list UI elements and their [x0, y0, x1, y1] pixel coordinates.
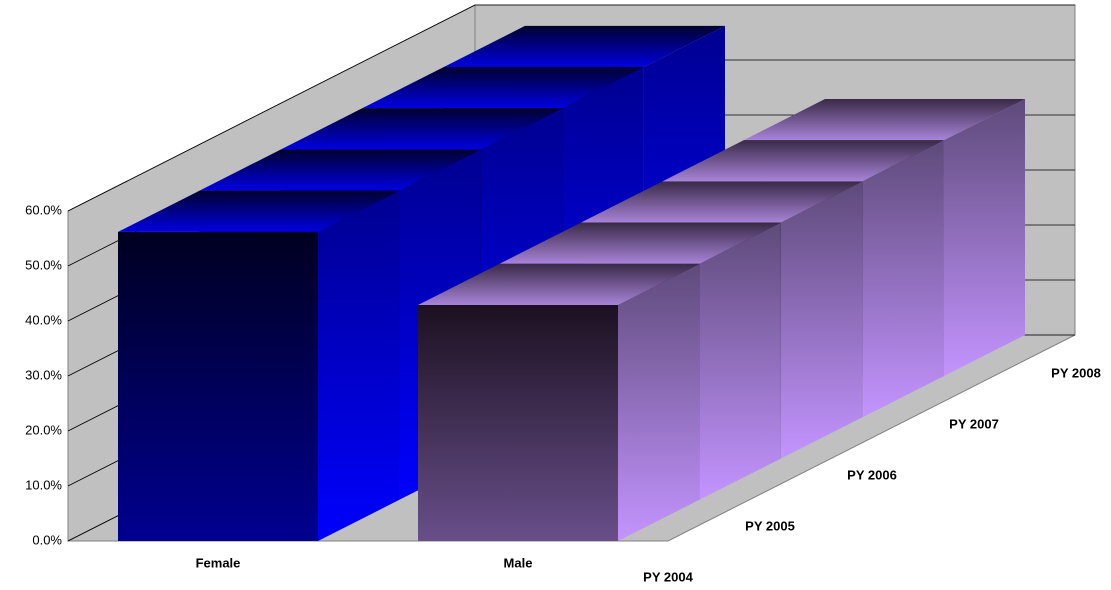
bar-top	[443, 25, 725, 68]
bar-top	[199, 149, 481, 191]
depth-label: PY 2007	[949, 416, 999, 431]
bar	[118, 231, 318, 541]
grid-line	[67, 4, 1075, 212]
x-tick-label: Female	[196, 555, 241, 570]
bar-top	[743, 99, 1025, 141]
bar-side	[318, 190, 400, 541]
bar-side	[943, 99, 1025, 377]
y-tick-label: 0.0%	[32, 532, 62, 547]
depth-label: PY 2005	[745, 518, 795, 533]
depth-label: PY 2004	[643, 569, 693, 584]
y-tick-label: 40.0%	[25, 312, 62, 327]
y-tick-label: 10.0%	[25, 477, 62, 492]
bar-top	[662, 140, 944, 182]
depth-label: PY 2006	[847, 467, 897, 482]
bar-top	[418, 263, 700, 306]
bar-top	[362, 67, 644, 109]
bar-side	[780, 181, 863, 459]
y-tick-label: 30.0%	[25, 367, 62, 382]
depth-label: PY 2008	[1051, 365, 1101, 380]
bar	[418, 305, 618, 541]
bar-top	[499, 222, 781, 264]
y-tick-label: 20.0%	[25, 422, 62, 437]
bar-side	[699, 222, 781, 500]
bar-side	[862, 140, 944, 418]
y-tick-label: 60.0%	[25, 202, 62, 217]
y-tick-label: 50.0%	[25, 257, 62, 272]
bar-top	[580, 181, 863, 223]
bar-top	[118, 190, 400, 232]
x-tick-label: Male	[504, 555, 533, 570]
bar-side	[618, 263, 700, 541]
bar-top	[280, 108, 563, 150]
